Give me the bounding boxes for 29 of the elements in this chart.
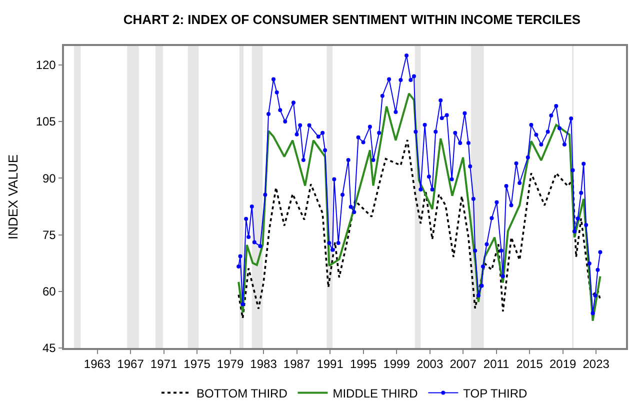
y-tick-label: 75 <box>42 228 56 242</box>
x-tick-label: 1963 <box>84 357 111 372</box>
y-tick-label: 60 <box>42 284 56 299</box>
x-tick-label: 1991 <box>316 357 344 372</box>
chart-title: CHART 2: INDEX OF CONSUMER SENTIMENT WITHIN INCOME TERCILES <box>123 12 581 27</box>
y-tick-label: 45 <box>42 341 56 356</box>
x-tick-label: 2003 <box>416 357 444 372</box>
y-axis-title: INDEX VALUE <box>5 154 20 240</box>
x-tick-label: 1971 <box>150 357 178 372</box>
legend-label: MIDDLE THIRD <box>332 386 418 400</box>
x-tick-label: 2007 <box>450 357 477 372</box>
y-tick-label: 90 <box>42 171 56 186</box>
legend-label: TOP THIRD <box>463 386 528 400</box>
legend-label: BOTTOM THIRD <box>196 386 288 400</box>
x-tick-label: 1979 <box>216 357 244 372</box>
y-tick-label: 120 <box>36 58 56 72</box>
y-tick-label: 105 <box>36 114 56 129</box>
x-tick-label: 1999 <box>383 357 410 372</box>
x-tick-label: 1983 <box>250 357 278 372</box>
x-tick-label: 2019 <box>549 357 576 372</box>
x-tick-label: 1995 <box>350 357 377 372</box>
x-tick-label: 2023 <box>582 357 610 372</box>
line-series <box>238 139 602 320</box>
x-tick-label: 1967 <box>117 357 144 372</box>
line-series <box>238 92 602 322</box>
x-tick-label: 2015 <box>516 357 544 372</box>
x-tick-label: 1987 <box>283 357 310 372</box>
x-tick-label: 2011 <box>483 357 510 372</box>
x-tick-label: 1975 <box>184 357 211 372</box>
